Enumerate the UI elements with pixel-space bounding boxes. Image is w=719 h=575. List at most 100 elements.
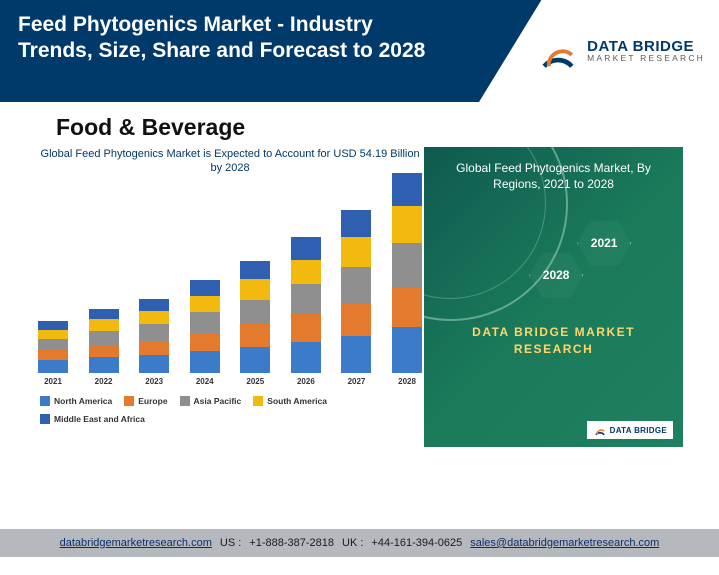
year-hex-2021: 2021 xyxy=(576,218,632,268)
bar-stack xyxy=(240,261,270,373)
bar-segment xyxy=(291,342,321,373)
bar-segment xyxy=(89,319,119,330)
bar-col: 2028 xyxy=(392,173,422,386)
bar-col: 2026 xyxy=(291,237,321,385)
regions-panel-title: Global Feed Phytogenics Market, By Regio… xyxy=(436,161,671,192)
bar-col: 2024 xyxy=(190,280,220,385)
bar-year-label: 2024 xyxy=(196,377,214,386)
bar-segment xyxy=(392,206,422,243)
bar-segment xyxy=(240,347,270,373)
footer-site-link[interactable]: databridgemarketresearch.com xyxy=(60,537,212,549)
bar-year-label: 2021 xyxy=(44,377,62,386)
bridge-icon xyxy=(593,423,607,437)
legend-item: Middle East and Africa xyxy=(40,414,145,424)
bar-segment xyxy=(139,341,169,355)
bar-col: 2027 xyxy=(341,210,371,386)
chart-legend: North America Europe Asia Pacific South Ame… xyxy=(36,396,424,424)
bar-year-label: 2022 xyxy=(95,377,113,386)
bar-year-label: 2023 xyxy=(145,377,163,386)
year-hex-wrap: 2021 2028 xyxy=(436,200,671,320)
page-title: Feed Phytogenics Market - Industry Trend… xyxy=(18,12,438,65)
chart-panel: Global Feed Phytogenics Market is Expect… xyxy=(36,147,424,447)
bar-segment xyxy=(240,300,270,325)
bar-segment xyxy=(139,324,169,340)
footer-us-label: US : xyxy=(220,537,241,549)
bar-stack xyxy=(341,210,371,373)
bar-segment xyxy=(139,355,169,372)
panel-brand: DATA BRIDGE MARKET RESEARCH xyxy=(436,324,671,358)
bar-segment xyxy=(190,280,220,295)
bar-segment xyxy=(139,299,169,311)
bar-segment xyxy=(38,339,68,350)
bar-segment xyxy=(190,296,220,312)
legend-item: Asia Pacific xyxy=(180,396,242,406)
section-title: Food & Beverage xyxy=(56,114,719,141)
bar-segment xyxy=(240,261,270,279)
stacked-bar-chart: 2021 2022 2023 2024 2025 2026 2027 2028 xyxy=(36,186,424,386)
bar-stack xyxy=(190,280,220,372)
legend-label: North America xyxy=(54,396,112,406)
footer-uk-label: UK : xyxy=(342,537,363,549)
footer-email-link[interactable]: sales@databridgemarketresearch.com xyxy=(470,537,659,549)
bar-segment xyxy=(341,303,371,336)
bar-segment xyxy=(38,360,68,372)
bar-segment xyxy=(89,331,119,345)
footer-us-phone: +1-888-387-2818 xyxy=(249,537,334,549)
bar-segment xyxy=(392,287,422,327)
mini-logo-name: DATA BRIDGE xyxy=(610,426,667,435)
bar-stack xyxy=(38,321,68,372)
bar-segment xyxy=(291,284,321,314)
legend-swatch xyxy=(40,414,50,424)
bridge-icon xyxy=(535,28,581,74)
footer-bar: databridgemarketresearch.com US : +1-888… xyxy=(0,529,719,557)
bar-stack xyxy=(291,237,321,372)
header-logo-area: DATA BRIDGE MARKET RESEARCH xyxy=(479,0,719,102)
bar-year-label: 2028 xyxy=(398,377,416,386)
bar-segment xyxy=(341,237,371,267)
bar-segment xyxy=(341,267,371,303)
bar-segment xyxy=(139,311,169,324)
bar-segment xyxy=(38,321,68,329)
legend-swatch xyxy=(124,396,134,406)
content-row: Global Feed Phytogenics Market is Expect… xyxy=(0,141,719,447)
bar-segment xyxy=(240,324,270,347)
legend-label: South America xyxy=(267,396,327,406)
legend-swatch xyxy=(253,396,263,406)
bar-stack xyxy=(89,309,119,373)
legend-swatch xyxy=(180,396,190,406)
legend-item: Europe xyxy=(124,396,167,406)
legend-item: South America xyxy=(253,396,327,406)
legend-label: Middle East and Africa xyxy=(54,414,145,424)
bar-segment xyxy=(190,333,220,351)
bar-year-label: 2026 xyxy=(297,377,315,386)
bar-segment xyxy=(392,327,422,372)
bar-segment xyxy=(291,314,321,342)
bar-segment xyxy=(190,312,220,333)
bar-segment xyxy=(240,279,270,300)
bar-segment xyxy=(89,357,119,372)
bar-segment xyxy=(190,351,220,373)
regions-panel: Global Feed Phytogenics Market, By Regio… xyxy=(424,147,683,447)
bar-segment xyxy=(341,336,371,373)
panel-mini-logo: DATA BRIDGE xyxy=(587,421,673,439)
bar-segment xyxy=(291,237,321,260)
chart-title: Global Feed Phytogenics Market is Expect… xyxy=(36,147,424,176)
legend-label: Asia Pacific xyxy=(194,396,242,406)
data-bridge-logo: DATA BRIDGE MARKET RESEARCH xyxy=(535,28,705,74)
bar-segment xyxy=(341,210,371,238)
bar-col: 2022 xyxy=(89,309,119,386)
bar-col: 2023 xyxy=(139,299,169,386)
legend-swatch xyxy=(40,396,50,406)
bar-segment xyxy=(392,173,422,207)
logo-name: DATA BRIDGE xyxy=(587,39,705,55)
bar-year-label: 2027 xyxy=(348,377,366,386)
bar-stack xyxy=(392,173,422,373)
bar-segment xyxy=(291,260,321,285)
bar-segment xyxy=(392,243,422,287)
bar-stack xyxy=(139,299,169,373)
legend-item: North America xyxy=(40,396,112,406)
bar-segment xyxy=(38,330,68,339)
bar-year-label: 2025 xyxy=(246,377,264,386)
year-hex-2028: 2028 xyxy=(528,250,584,300)
bar-segment xyxy=(89,309,119,319)
